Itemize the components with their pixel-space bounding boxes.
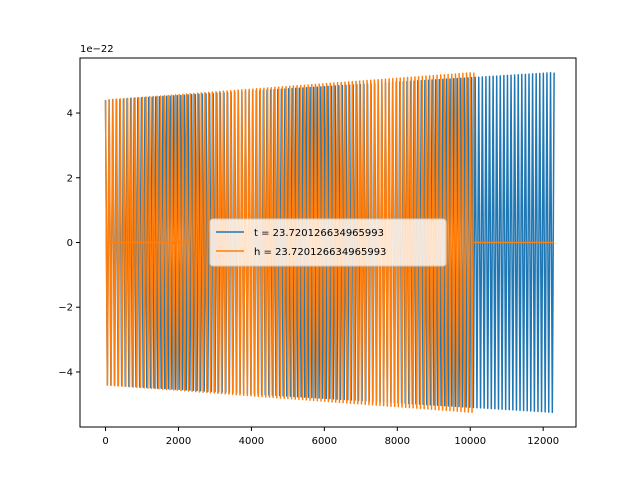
y-tick-label: −4 [58, 367, 73, 378]
y-axis: −4 −2 0 2 4 [58, 109, 80, 378]
x-tick-label: 0 [102, 436, 108, 447]
legend-label: t = 23.720126634965993 [254, 228, 384, 239]
legend: t = 23.720126634965993 h = 23.72012663496… [209, 218, 447, 267]
x-tick-label: 12000 [527, 436, 559, 447]
legend-label: h = 23.720126634965993 [254, 247, 386, 258]
y-tick-label: 4 [67, 109, 73, 120]
y-tick-label: −2 [58, 303, 73, 314]
y-tick-label: 2 [67, 173, 73, 184]
x-tick-label: 8000 [385, 436, 410, 447]
x-axis: 0 2000 4000 6000 8000 10000 12000 [102, 427, 559, 447]
x-tick-label: 6000 [312, 436, 337, 447]
x-tick-label: 4000 [239, 436, 264, 447]
y-tick-label: 0 [67, 238, 73, 249]
series-h-line [104, 72, 475, 414]
x-tick-label: 10000 [454, 436, 486, 447]
series-layer [104, 72, 555, 414]
y-scale-label: 1e−22 [80, 44, 114, 55]
x-tick-label: 2000 [166, 436, 191, 447]
legend-box [209, 218, 447, 267]
